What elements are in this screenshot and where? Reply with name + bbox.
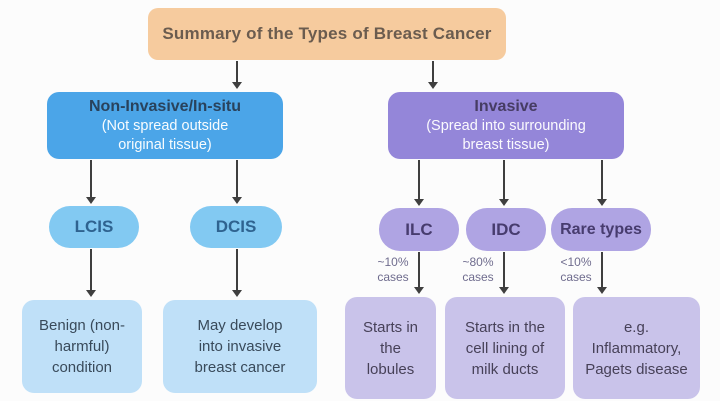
- arrow-invasive-to-ilc: [414, 160, 424, 206]
- outcome-node-ilc-text: Starts in the lobules: [362, 318, 419, 378]
- arrow-invasive-to-rare: [597, 160, 607, 206]
- arrow-ilc-to-outcome: [414, 252, 424, 294]
- type-node-ilc: ILC: [379, 208, 459, 251]
- type-node-idc: IDC: [466, 208, 546, 251]
- branch-invasive-title: Invasive: [474, 97, 538, 115]
- arrow-invasive-to-idc: [499, 160, 509, 206]
- arrow-rare-to-outcome: [597, 252, 607, 294]
- arrow-noninvasive-to-dcis: [232, 160, 242, 204]
- type-node-rare-types: Rare types: [551, 208, 651, 251]
- root-node-label: Summary of the Types of Breast Cancer: [162, 24, 492, 43]
- ilc-cases-label: ~10% cases: [377, 255, 409, 284]
- outcome-node-dcis-text: May develop into invasive breast cancer: [194, 317, 286, 376]
- arrow-root-to-invasive: [428, 61, 438, 89]
- rare-cases-label: <10% cases: [560, 255, 592, 284]
- arrow-dcis-to-outcome: [232, 249, 242, 297]
- arrow-idc-to-outcome: [499, 252, 509, 294]
- type-node-lcis: LCIS: [49, 206, 139, 248]
- type-node-dcis: DCIS: [190, 206, 282, 248]
- arrow-noninvasive-to-lcis: [86, 160, 96, 204]
- branch-noninvasive-title: Non-Invasive/In-situ: [88, 97, 242, 115]
- outcome-node-dcis: May develop into invasive breast cancer: [163, 300, 317, 393]
- branch-node-invasive: Invasive (Spread into surrounding breast…: [388, 92, 624, 159]
- outcome-node-idc: Starts in the cell lining of milk ducts: [445, 297, 565, 399]
- branch-invasive-subtitle: (Spread into surrounding breast tissue): [426, 117, 586, 153]
- type-node-dcis-label: DCIS: [215, 217, 257, 236]
- branch-node-noninvasive: Non-Invasive/In-situ (Not spread outside…: [47, 92, 283, 159]
- root-node-summary: Summary of the Types of Breast Cancer: [148, 8, 506, 60]
- type-node-lcis-label: LCIS: [74, 217, 114, 236]
- arrow-lcis-to-outcome: [86, 249, 96, 297]
- outcome-node-rare-types-text: e.g. Inflammatory, Pagets disease: [585, 318, 688, 378]
- outcome-node-lcis: Benign (non- harmful) condition: [22, 300, 142, 393]
- outcome-node-ilc: Starts in the lobules: [345, 297, 436, 399]
- arrow-root-to-noninvasive: [232, 61, 242, 89]
- outcome-node-idc-text: Starts in the cell lining of milk ducts: [464, 318, 546, 378]
- idc-cases-label: ~80% cases: [462, 255, 494, 284]
- branch-noninvasive-subtitle: (Not spread outside original tissue): [101, 117, 229, 153]
- outcome-node-rare-types: e.g. Inflammatory, Pagets disease: [573, 297, 700, 399]
- type-node-ilc-label: ILC: [405, 219, 433, 239]
- outcome-node-lcis-text: Benign (non- harmful) condition: [39, 317, 125, 376]
- type-node-idc-label: IDC: [491, 219, 521, 239]
- type-node-rare-types-label: Rare types: [560, 220, 642, 238]
